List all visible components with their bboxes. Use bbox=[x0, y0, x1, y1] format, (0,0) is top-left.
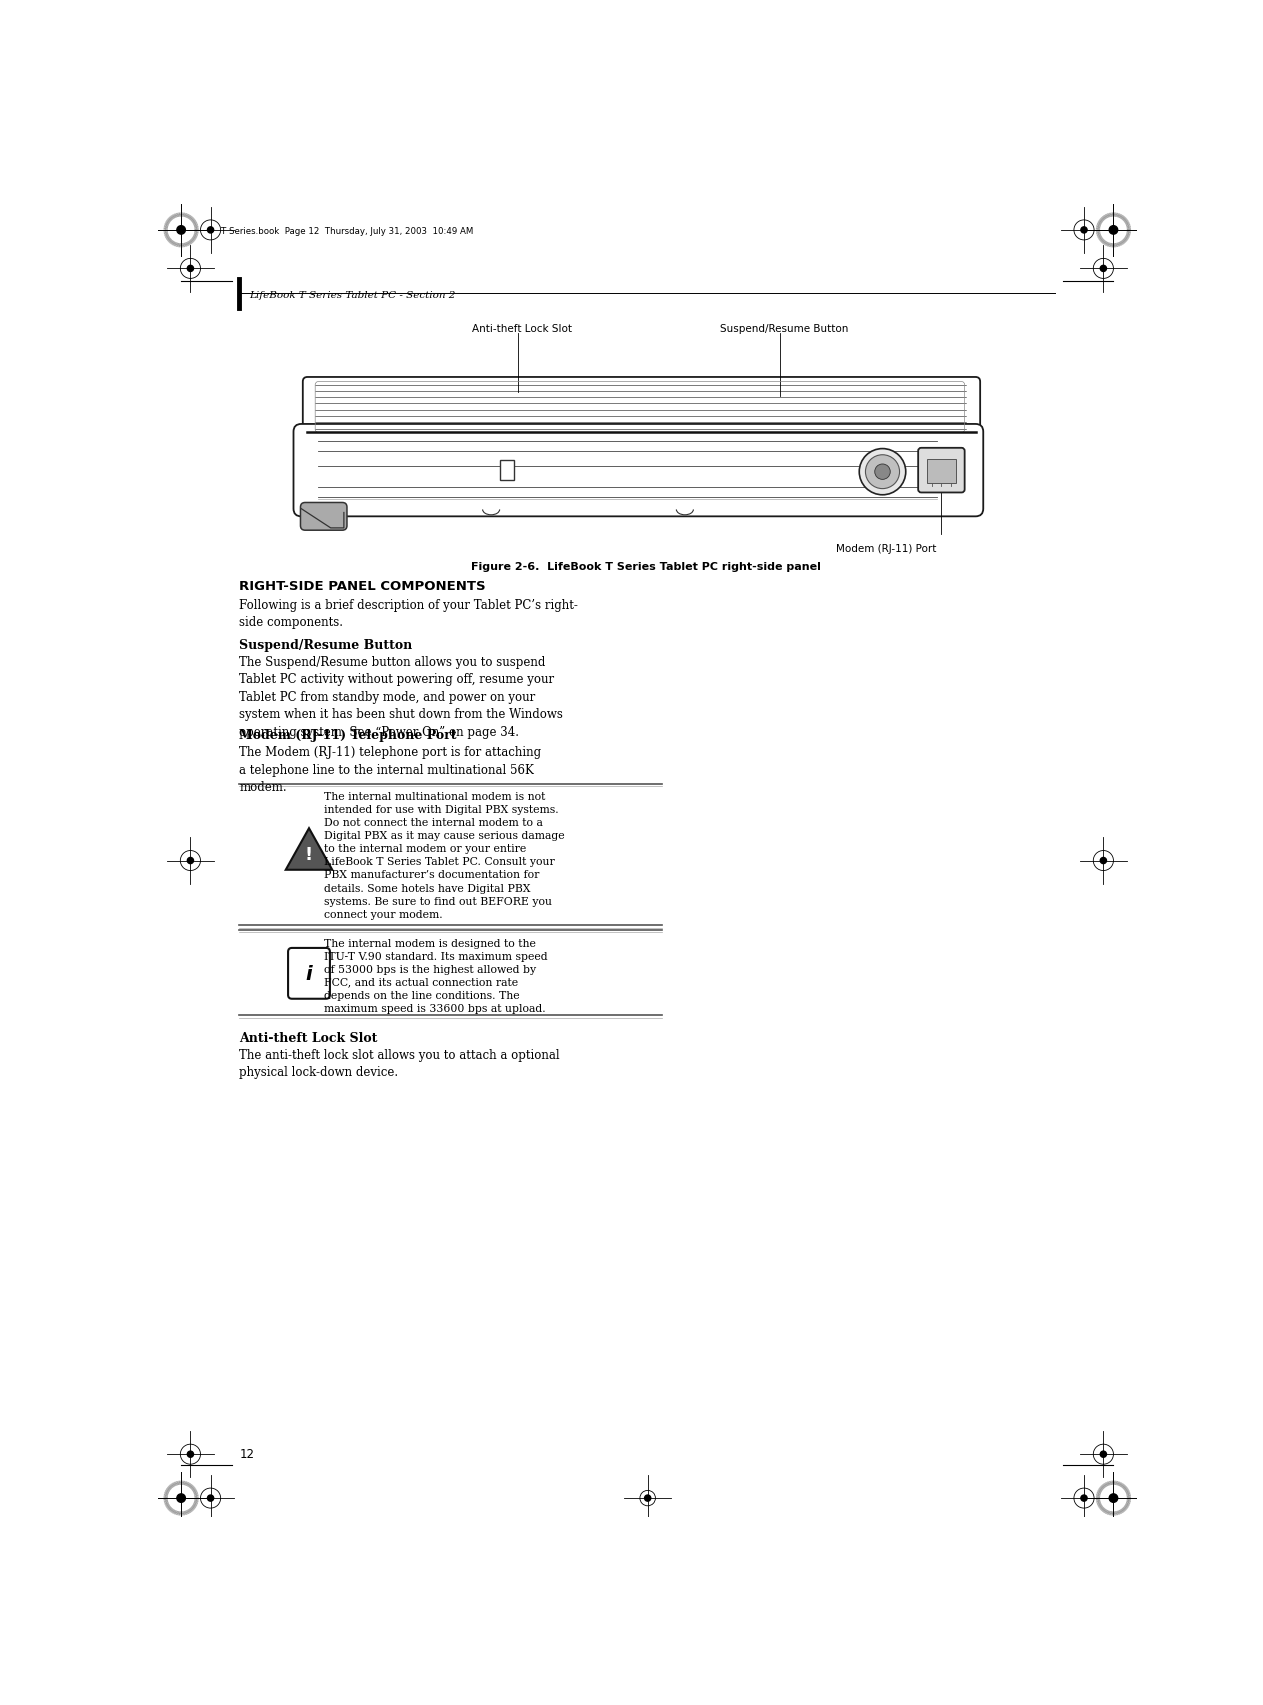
Text: The anti-theft lock slot allows you to attach a optional
physical lock-down devi: The anti-theft lock slot allows you to a… bbox=[239, 1049, 560, 1079]
FancyBboxPatch shape bbox=[288, 948, 330, 999]
FancyBboxPatch shape bbox=[918, 448, 965, 493]
Circle shape bbox=[177, 1494, 186, 1502]
Text: The Suspend/Resume button allows you to suspend
Tablet PC activity without power: The Suspend/Resume button allows you to … bbox=[239, 655, 563, 738]
Circle shape bbox=[1081, 1495, 1087, 1502]
Text: Modem (RJ-11) Telephone Port: Modem (RJ-11) Telephone Port bbox=[239, 728, 457, 742]
Text: The internal multinational modem is not
intended for use with Digital PBX system: The internal multinational modem is not … bbox=[325, 791, 565, 919]
Text: The Modem (RJ-11) telephone port is for attaching
a telephone line to the intern: The Modem (RJ-11) telephone port is for … bbox=[239, 745, 542, 793]
Circle shape bbox=[187, 1451, 193, 1458]
Circle shape bbox=[859, 450, 906, 496]
FancyBboxPatch shape bbox=[301, 503, 347, 530]
Circle shape bbox=[187, 266, 193, 273]
Text: !: ! bbox=[304, 846, 313, 864]
Circle shape bbox=[644, 1495, 650, 1502]
Text: Figure 2-6.  LifeBook T Series Tablet PC right-side panel: Figure 2-6. LifeBook T Series Tablet PC … bbox=[471, 561, 821, 571]
FancyBboxPatch shape bbox=[303, 379, 980, 436]
Bar bbox=[927, 459, 956, 484]
Text: 12: 12 bbox=[239, 1448, 254, 1459]
Circle shape bbox=[187, 858, 193, 864]
Circle shape bbox=[1109, 1494, 1118, 1502]
Circle shape bbox=[1109, 227, 1118, 235]
Circle shape bbox=[1081, 228, 1087, 234]
Text: Anti-theft Lock Slot: Anti-theft Lock Slot bbox=[472, 324, 572, 334]
Circle shape bbox=[1100, 858, 1106, 864]
Circle shape bbox=[207, 228, 213, 234]
FancyBboxPatch shape bbox=[293, 425, 984, 517]
Circle shape bbox=[1100, 1451, 1106, 1458]
Text: LifeBook T Series Tablet PC - Section 2: LifeBook T Series Tablet PC - Section 2 bbox=[249, 292, 456, 300]
Polygon shape bbox=[285, 829, 332, 870]
Circle shape bbox=[1100, 266, 1106, 273]
Bar bbox=[500, 460, 514, 481]
Text: Anti-theft Lock Slot: Anti-theft Lock Slot bbox=[239, 1032, 378, 1043]
Text: Suspend/Resume Button: Suspend/Resume Button bbox=[239, 639, 413, 651]
Text: i: i bbox=[306, 965, 312, 984]
Text: Following is a brief description of your Tablet PC’s right-
side components.: Following is a brief description of your… bbox=[239, 598, 578, 629]
Circle shape bbox=[865, 455, 899, 489]
Text: RIGHT-SIDE PANEL COMPONENTS: RIGHT-SIDE PANEL COMPONENTS bbox=[239, 580, 486, 593]
Circle shape bbox=[207, 1495, 213, 1502]
Circle shape bbox=[875, 465, 890, 481]
Text: T Series.book  Page 12  Thursday, July 31, 2003  10:49 AM: T Series.book Page 12 Thursday, July 31,… bbox=[221, 227, 474, 235]
Text: Suspend/Resume Button: Suspend/Resume Button bbox=[720, 324, 849, 334]
Text: Modem (RJ-11) Port: Modem (RJ-11) Port bbox=[836, 544, 936, 554]
Circle shape bbox=[177, 227, 186, 235]
Text: The internal modem is designed to the
ITU-T V.90 standard. Its maximum speed
of : The internal modem is designed to the IT… bbox=[325, 938, 548, 1013]
